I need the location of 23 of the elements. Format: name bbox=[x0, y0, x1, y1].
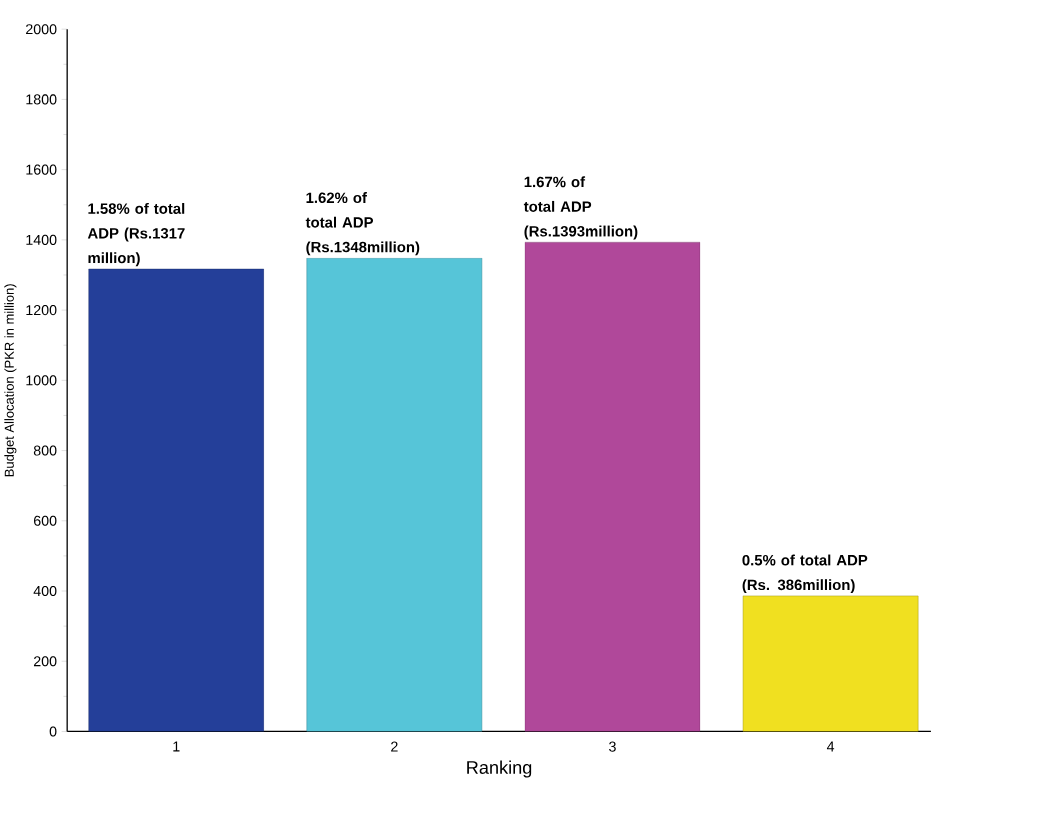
y-tick-label: 600 bbox=[33, 515, 57, 527]
bar bbox=[306, 258, 483, 732]
y-tick-label: 400 bbox=[33, 586, 57, 597]
x-tick-label: 3 bbox=[609, 741, 616, 752]
y-tick-label: 200 bbox=[33, 656, 57, 667]
x-tick-label: 2 bbox=[391, 741, 398, 752]
y-tick-label: 1000 bbox=[26, 375, 57, 386]
y-tick-label: 0 bbox=[49, 726, 57, 737]
x-tick-label: 1 bbox=[173, 741, 180, 752]
annotation: 1.62% of total ADP (Rs.1348million) bbox=[305, 192, 420, 256]
y-axis-title: Budget Allocation (PKR in million) bbox=[4, 284, 17, 477]
y-tick-label: 1200 bbox=[26, 305, 57, 316]
bar bbox=[742, 595, 919, 732]
y-tick-label: 1800 bbox=[26, 94, 57, 105]
y-tick-label: 800 bbox=[33, 445, 57, 456]
annotation: 1.67% of total ADP (Rs.1393million) bbox=[523, 176, 638, 240]
annotation: 0.5% of total ADP (Rs. 386million) bbox=[742, 554, 868, 594]
annotation: 1.58% of total ADP (Rs.1317 million) bbox=[87, 203, 185, 267]
y-tick-label: 1400 bbox=[26, 235, 57, 246]
x-tick-label: 4 bbox=[826, 741, 835, 752]
y-tick-label: 2000 bbox=[26, 24, 57, 35]
y-tick-label: 1600 bbox=[26, 164, 57, 175]
x-axis-title: Ranking bbox=[467, 760, 532, 778]
